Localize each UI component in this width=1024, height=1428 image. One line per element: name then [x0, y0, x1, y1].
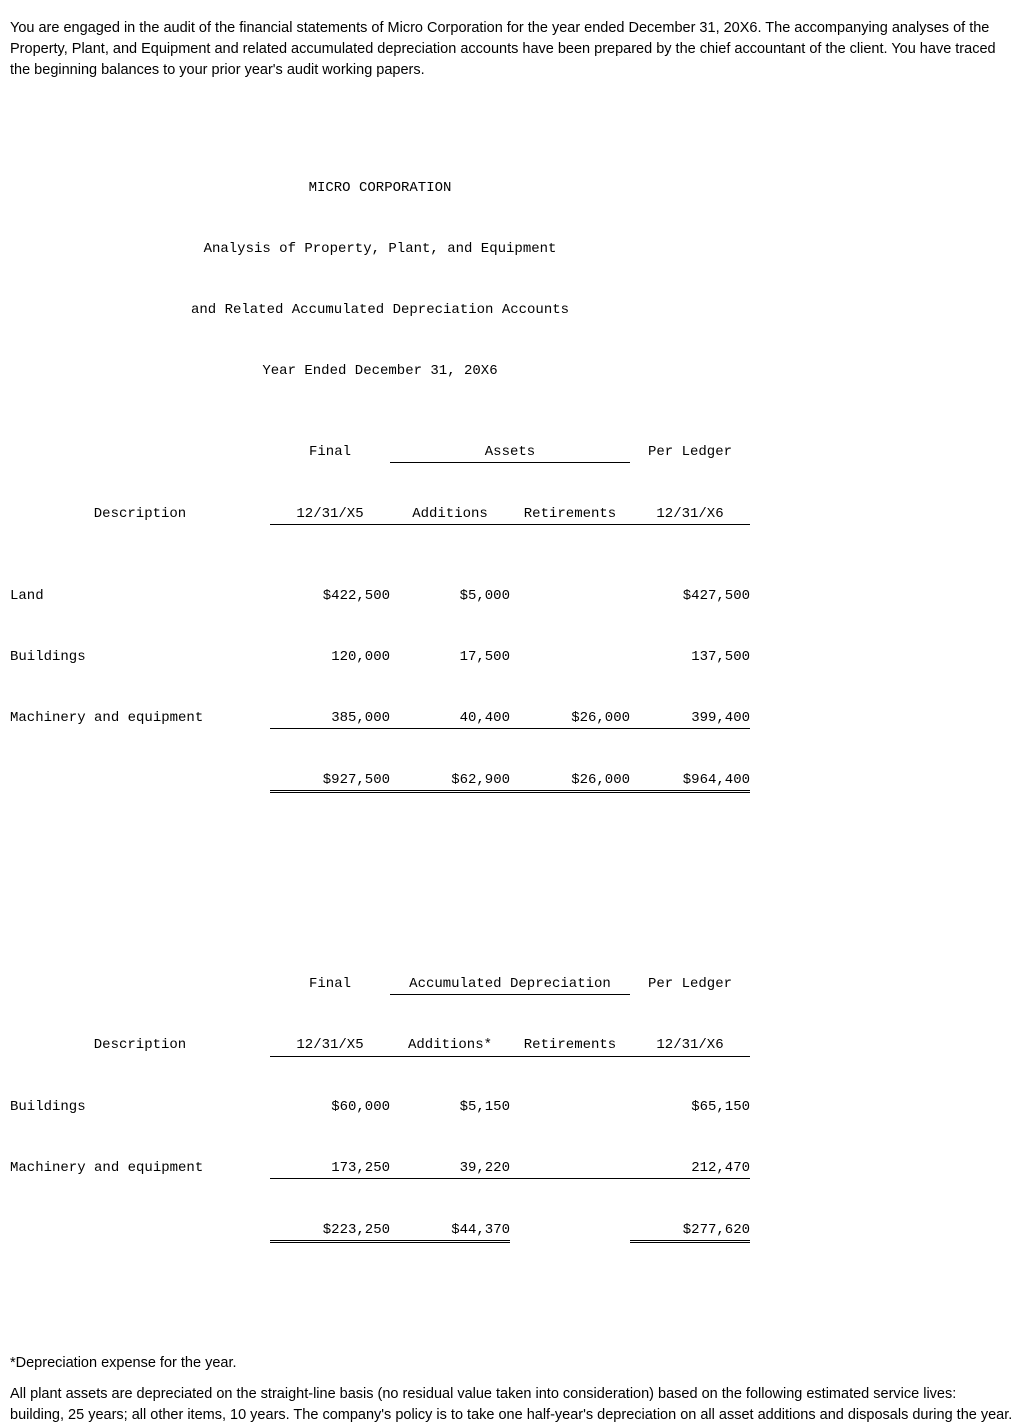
col-description-label: Description [10, 1035, 270, 1056]
cell-desc: Machinery and equipment [10, 708, 270, 729]
table-row: Land $422,500 $5,000 $427,500 [10, 586, 750, 606]
col-retirements-label: Retirements [510, 504, 630, 525]
total-ret: $26,000 [510, 770, 630, 793]
cell-desc: Buildings [10, 647, 270, 667]
col-perledger2-label: 12/31/X6 [630, 1035, 750, 1056]
cell-ret [510, 647, 630, 667]
cell-add: 40,400 [390, 708, 510, 729]
total-ledger: $964,400 [630, 770, 750, 793]
table-row: Machinery and equipment 385,000 40,400 $… [10, 708, 750, 729]
total-final: $223,250 [270, 1220, 390, 1243]
total-add: $44,370 [390, 1220, 510, 1243]
cell-ledger: $65,150 [630, 1097, 750, 1117]
cell-desc: Machinery and equipment [10, 1158, 270, 1179]
cell-final: 120,000 [270, 647, 390, 667]
cell-ret: $26,000 [510, 708, 630, 729]
cell-ledger: $427,500 [630, 586, 750, 606]
col-final-label: Final [270, 442, 390, 463]
cell-ledger: 137,500 [630, 647, 750, 667]
cell-final: $60,000 [270, 1097, 390, 1117]
depreciation-table: Final Accumulated Depreciation Per Ledge… [10, 933, 750, 1284]
table-row: Machinery and equipment 173,250 39,220 2… [10, 1158, 750, 1179]
cell-desc: Land [10, 586, 270, 606]
cell-final: $422,500 [270, 586, 390, 606]
cell-desc: Buildings [10, 1097, 270, 1117]
cell-ret [510, 586, 630, 606]
col-additions-label: Additions [390, 504, 510, 525]
col-perledger2-label: 12/31/X6 [630, 504, 750, 525]
col-retirements-label: Retirements [510, 1035, 630, 1056]
total-ret [510, 1220, 630, 1243]
total-ledger: $277,620 [630, 1220, 750, 1243]
col-perledger-label: Per Ledger [630, 974, 750, 995]
intro-paragraph: You are engaged in the audit of the fina… [10, 18, 1014, 81]
col-perledger-label: Per Ledger [630, 442, 750, 463]
cell-add: $5,150 [390, 1097, 510, 1117]
header-line-3: and Related Accumulated Depreciation Acc… [10, 300, 750, 320]
col-final2-label: 12/31/X5 [270, 1035, 390, 1056]
table-row: Buildings 120,000 17,500 137,500 [10, 647, 750, 667]
cell-final: 385,000 [270, 708, 390, 729]
assets-table: MICRO CORPORATION Analysis of Property, … [10, 138, 780, 1325]
col-accdep-label: Accumulated Depreciation [390, 974, 630, 995]
cell-ledger: 399,400 [630, 708, 750, 729]
cell-final: 173,250 [270, 1158, 390, 1179]
cell-add: 39,220 [390, 1158, 510, 1179]
table-totals: $927,500 $62,900 $26,000 $964,400 [10, 770, 750, 793]
total-add: $62,900 [390, 770, 510, 793]
cell-ret [510, 1097, 630, 1117]
col-assets-label: Assets [390, 442, 630, 463]
header-line-4: Year Ended December 31, 20X6 [10, 361, 750, 381]
cell-add: 17,500 [390, 647, 510, 667]
footnote: *Depreciation expense for the year. [10, 1353, 1014, 1374]
total-final: $927,500 [270, 770, 390, 793]
ppe-tables: MICRO CORPORATION Analysis of Property, … [10, 97, 1014, 1345]
col-additions-label: Additions* [390, 1035, 510, 1056]
table-row: Buildings $60,000 $5,150 $65,150 [10, 1097, 750, 1117]
col-description-label: Description [10, 504, 270, 525]
col-final-label: Final [270, 974, 390, 995]
cell-add: $5,000 [390, 586, 510, 606]
header-line-1: MICRO CORPORATION [10, 178, 750, 198]
header-line-2: Analysis of Property, Plant, and Equipme… [10, 239, 750, 259]
table-totals: $223,250 $44,370 $277,620 [10, 1220, 750, 1243]
col-final2-label: 12/31/X5 [270, 504, 390, 525]
cell-ledger: 212,470 [630, 1158, 750, 1179]
cell-ret [510, 1158, 630, 1179]
depreciation-policy-paragraph: All plant assets are depreciated on the … [10, 1384, 1014, 1426]
